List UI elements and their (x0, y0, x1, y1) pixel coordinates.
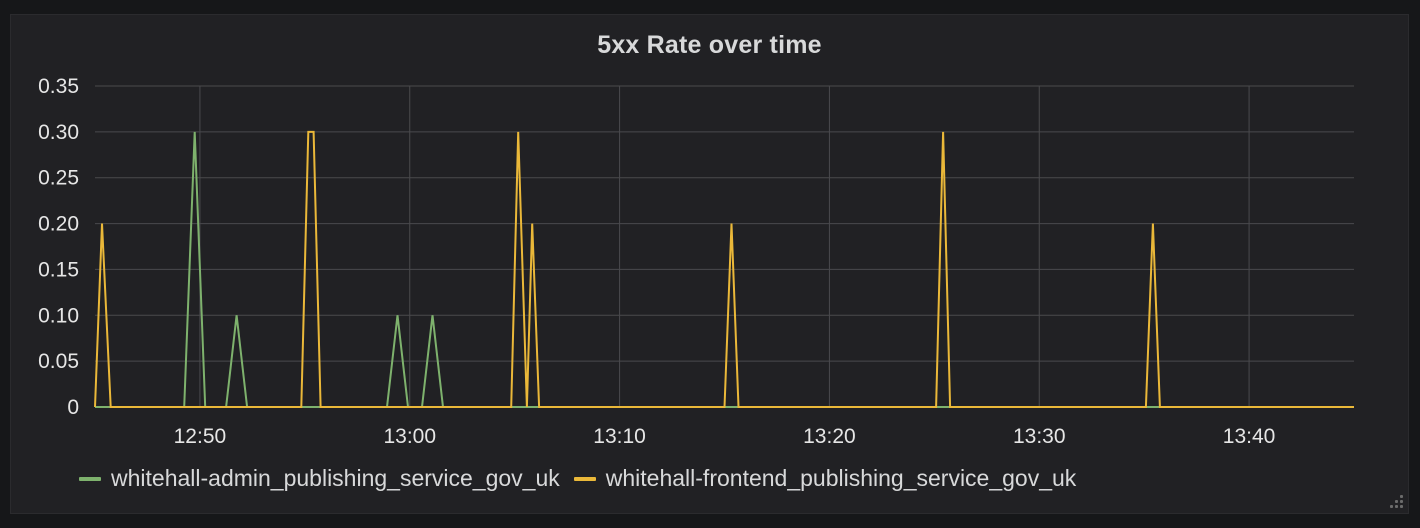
legend-item-admin[interactable]: whitehall-admin_publishing_service_gov_u… (79, 465, 560, 492)
legend-swatch-frontend (573, 476, 596, 481)
line-chart[interactable]: 0 0.05 0.10 0.15 0.20 0.25 0.30 0.35 12:50 13:00… (11, 15, 1410, 455)
resize-handle-icon[interactable] (1390, 495, 1404, 509)
y-tick-label: 0.25 (38, 167, 79, 190)
series-line-1[interactable] (94, 130, 1354, 408)
series-line-0[interactable] (95, 131, 1354, 408)
x-tick-label: 12:50 (174, 425, 227, 448)
y-axis-ticks: 0 0.05 0.10 0.15 0.20 0.25 0.30 0.35 (38, 75, 79, 419)
y-tick-label: 0.20 (38, 213, 79, 236)
x-tick-label: 13:20 (803, 425, 856, 448)
y-tick-label: 0.10 (38, 304, 79, 327)
x-tick-label: 13:00 (383, 425, 436, 448)
x-tick-label: 13:10 (593, 425, 646, 448)
panel-title[interactable]: 5xx Rate over time (597, 31, 822, 59)
y-tick-label: 0.35 (38, 75, 79, 98)
legend-item-frontend[interactable]: whitehall-frontend_publishing_service_go… (573, 465, 1077, 492)
y-tick-label: 0.05 (38, 350, 79, 373)
series-lines (94, 130, 1354, 408)
legend-label-frontend[interactable]: whitehall-frontend_publishing_service_go… (605, 465, 1077, 491)
y-tick-label: 0 (67, 396, 79, 419)
x-tick-label: 13:40 (1223, 425, 1276, 448)
y-tick-label: 0.30 (38, 121, 79, 144)
y-tick-label: 0.15 (38, 258, 79, 281)
legend-swatch-admin (79, 476, 101, 481)
x-axis-ticks: 12:50 13:00 13:10 13:20 13:30 13:40 (174, 425, 1276, 448)
legend-label-admin[interactable]: whitehall-admin_publishing_service_gov_u… (111, 465, 560, 491)
grid-lines (95, 85, 1354, 408)
x-tick-label: 13:30 (1013, 425, 1066, 448)
graph-panel: 5xx Rate over time 0 0.05 0.10 0.15 0.20 0.25… (10, 14, 1409, 514)
legend: whitehall-admin_publishing_service_gov_u… (79, 465, 1090, 492)
